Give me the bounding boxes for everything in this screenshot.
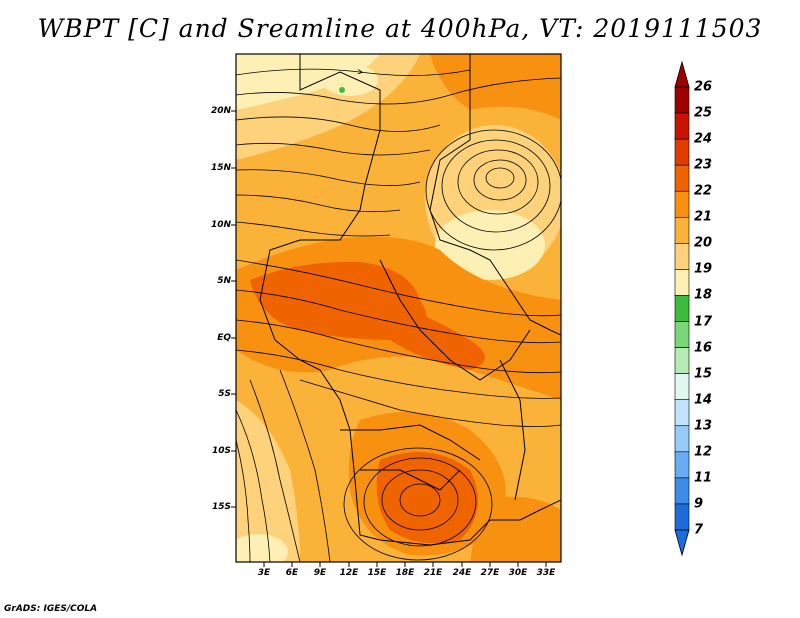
colorbar-swatch — [674, 269, 690, 296]
colorbar-label: 20 — [694, 235, 713, 251]
lat-label: 10S — [211, 446, 231, 456]
lat-label: 5S — [218, 389, 231, 399]
colorbar-label: 13 — [694, 418, 713, 434]
colorbar-label: 18 — [694, 287, 713, 303]
colorbar-swatch — [674, 112, 690, 140]
colorbar-swatch — [674, 503, 690, 531]
colorbar-swatch — [674, 86, 690, 114]
grads-credit: GrADS: IGES/COLA — [4, 604, 98, 614]
lon-label: 6E — [285, 568, 299, 578]
colorbar-label: 15 — [694, 366, 713, 382]
colorbar-label: 23 — [694, 157, 713, 173]
colorbar-swatch — [674, 295, 690, 322]
lon-label: 24E — [452, 568, 472, 578]
colorbar-label: 25 — [694, 105, 713, 121]
colorbar-swatch — [674, 477, 690, 505]
lon-label: 27E — [480, 568, 500, 578]
lat-label: 10N — [210, 220, 231, 230]
colorbar-swatch — [674, 164, 690, 192]
colorbar-label: 26 — [694, 79, 713, 95]
colorbar-label: 17 — [694, 314, 713, 330]
colorbar-swatch — [674, 243, 690, 270]
lon-label: 33E — [536, 568, 556, 578]
colorbar-label: 7 — [694, 522, 704, 538]
lat-label: 20N — [210, 106, 231, 116]
colorbar-swatch — [674, 425, 690, 453]
colorbar-swatch — [674, 216, 690, 244]
colorbar-bottom-arrow — [674, 529, 690, 557]
colorbar-label: 9 — [694, 496, 704, 512]
lat-label: 15S — [211, 502, 231, 512]
colorbar-label: 24 — [694, 131, 713, 147]
lon-label: 30E — [508, 568, 528, 578]
lon-ticks — [263, 562, 547, 567]
lon-label: 12E — [339, 568, 359, 578]
lon-label: 9E — [313, 568, 327, 578]
colorbar-swatch — [674, 451, 690, 479]
map-title: WBPT [C] and Sreamline at 400hPa, VT: 20… — [37, 14, 763, 43]
colorbar-label: 16 — [694, 340, 713, 356]
lat-ticks — [231, 110, 236, 508]
lat-label: EQ — [217, 333, 231, 343]
coastlines-borders — [259, 54, 561, 546]
streamlines — [236, 68, 561, 562]
colorbar-label: 22 — [694, 183, 713, 199]
colorbar-label: 11 — [694, 470, 713, 486]
lat-label: 15N — [210, 163, 231, 173]
colorbar-swatch — [674, 190, 690, 218]
lon-label: 18E — [395, 568, 415, 578]
plot-frame — [235, 53, 562, 563]
colorbar-top-arrow — [674, 60, 690, 88]
colorbar-label: 19 — [694, 261, 713, 277]
temperature-field — [236, 54, 561, 562]
lon-label: 3E — [257, 568, 271, 578]
lat-label: 5N — [217, 276, 231, 286]
colorbar-swatch — [674, 321, 690, 348]
colorbar-swatch — [674, 399, 690, 427]
colorbar-label: 12 — [694, 444, 713, 460]
colorbar-label: 14 — [694, 392, 713, 408]
lon-label: 15E — [367, 568, 387, 578]
colorbar-label: 21 — [694, 209, 713, 225]
colorbar-swatch — [674, 347, 690, 374]
colorbar-swatch — [674, 138, 690, 166]
colorbar — [674, 60, 690, 557]
colorbar-swatch — [674, 373, 690, 401]
lon-label: 21E — [423, 568, 443, 578]
